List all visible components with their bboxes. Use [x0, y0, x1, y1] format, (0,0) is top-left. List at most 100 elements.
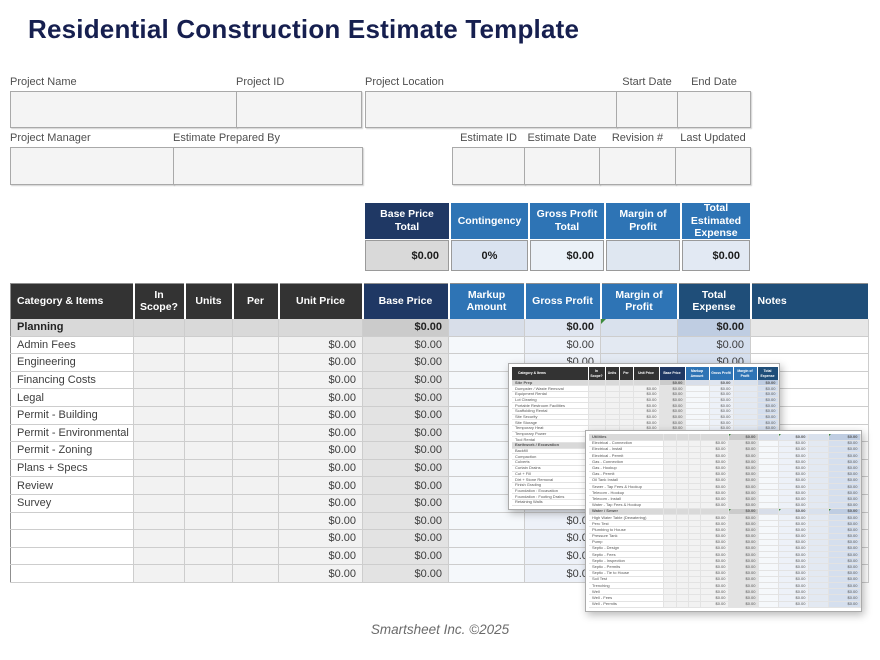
cell-name[interactable]: Financing Costs [10, 371, 134, 390]
cell-name[interactable]: Admin Fees [10, 336, 134, 355]
cell-per[interactable] [232, 529, 279, 548]
cell-name[interactable]: Review [10, 476, 134, 495]
cell-notes[interactable] [750, 406, 869, 425]
cell-notes[interactable] [750, 388, 869, 407]
cell-units[interactable] [184, 406, 233, 425]
project-manager-input[interactable] [10, 147, 174, 185]
start-date-input[interactable] [616, 91, 678, 128]
cell-markup[interactable] [448, 371, 525, 390]
cell-notes[interactable] [750, 371, 869, 390]
cell-gross[interactable]: $0.00 [524, 336, 601, 355]
cell-units[interactable] [184, 512, 233, 531]
cell-bprice[interactable]: $0.00 [362, 336, 449, 355]
cell-total[interactable]: $0.00 [677, 318, 751, 337]
cell-per[interactable] [232, 564, 279, 583]
cell-units[interactable] [184, 459, 233, 478]
cell-units[interactable] [184, 564, 233, 583]
cell-name[interactable]: Survey [10, 494, 134, 513]
cell-scope[interactable] [133, 424, 185, 443]
cell-units[interactable] [184, 494, 233, 513]
cell-name[interactable]: Permit - Environmental [10, 424, 134, 443]
cell-per[interactable] [232, 476, 279, 495]
cell-bprice[interactable]: $0.00 [362, 512, 449, 531]
cell-uprice[interactable]: $0.00 [278, 353, 363, 372]
cell-scope[interactable] [133, 476, 185, 495]
project-name-input[interactable] [10, 91, 237, 128]
cell-margin[interactable] [600, 336, 678, 355]
cell-bprice[interactable]: $0.00 [362, 564, 449, 583]
cell-markup[interactable] [448, 353, 525, 372]
revision-input[interactable] [599, 147, 676, 185]
cell-per[interactable] [232, 406, 279, 425]
cell-per[interactable] [232, 318, 279, 337]
cell-units[interactable] [184, 353, 233, 372]
cell-name[interactable]: Legal [10, 388, 134, 407]
cell-scope[interactable] [133, 459, 185, 478]
cell-name[interactable]: Planning [10, 318, 134, 337]
end-date-input[interactable] [677, 91, 751, 128]
cell-markup[interactable] [448, 564, 525, 583]
cell-scope[interactable] [133, 529, 185, 548]
cell-name[interactable] [10, 512, 134, 531]
cell-units[interactable] [184, 388, 233, 407]
cell-units[interactable] [184, 318, 233, 337]
cell-per[interactable] [232, 353, 279, 372]
cell-uprice[interactable]: $0.00 [278, 564, 363, 583]
cell-bprice[interactable]: $0.00 [362, 318, 449, 337]
cell-name[interactable] [10, 564, 134, 583]
cell-markup[interactable] [448, 336, 525, 355]
cell-uprice[interactable]: $0.00 [278, 371, 363, 390]
estimate-prepared-by-input[interactable] [173, 147, 363, 185]
cell-uprice[interactable]: $0.00 [278, 441, 363, 460]
cell-gross[interactable]: $0.00 [524, 547, 601, 566]
cell-units[interactable] [184, 371, 233, 390]
cell-name[interactable] [10, 529, 134, 548]
cell-units[interactable] [184, 336, 233, 355]
cell-uprice[interactable] [278, 318, 363, 337]
cell-units[interactable] [184, 547, 233, 566]
cell-per[interactable] [232, 441, 279, 460]
cell-scope[interactable] [133, 564, 185, 583]
cell-notes[interactable] [750, 318, 869, 337]
summary-value-contingency[interactable]: 0% [451, 240, 528, 271]
cell-units[interactable] [184, 424, 233, 443]
cell-markup[interactable] [448, 529, 525, 548]
cell-total[interactable]: $0.00 [677, 336, 751, 355]
cell-markup[interactable] [448, 547, 525, 566]
cell-scope[interactable] [133, 353, 185, 372]
cell-bprice[interactable]: $0.00 [362, 476, 449, 495]
cell-per[interactable] [232, 494, 279, 513]
cell-bprice[interactable]: $0.00 [362, 353, 449, 372]
cell-per[interactable] [232, 336, 279, 355]
cell-markup[interactable] [448, 441, 525, 460]
cell-gross[interactable]: $0.00 [524, 318, 601, 337]
cell-uprice[interactable]: $0.00 [278, 459, 363, 478]
cell-markup[interactable] [448, 406, 525, 425]
cell-uprice[interactable]: $0.00 [278, 424, 363, 443]
cell-per[interactable] [232, 459, 279, 478]
cell-name[interactable] [10, 547, 134, 566]
cell-margin[interactable] [600, 318, 678, 337]
cell-scope[interactable] [133, 388, 185, 407]
estimate-date-input[interactable] [524, 147, 600, 185]
cell-units[interactable] [184, 441, 233, 460]
cell-scope[interactable] [133, 547, 185, 566]
cell-markup[interactable] [448, 494, 525, 513]
cell-units[interactable] [184, 529, 233, 548]
cell-bprice[interactable]: $0.00 [362, 547, 449, 566]
cell-notes[interactable] [750, 336, 869, 355]
cell-name[interactable]: Permit - Building [10, 406, 134, 425]
cell-uprice[interactable]: $0.00 [278, 512, 363, 531]
cell-name[interactable]: Plans + Specs [10, 459, 134, 478]
cell-per[interactable] [232, 388, 279, 407]
cell-bprice[interactable]: $0.00 [362, 494, 449, 513]
cell-scope[interactable] [133, 494, 185, 513]
cell-bprice[interactable]: $0.00 [362, 529, 449, 548]
cell-uprice[interactable]: $0.00 [278, 388, 363, 407]
cell-markup[interactable] [448, 476, 525, 495]
cell-uprice[interactable]: $0.00 [278, 547, 363, 566]
cell-scope[interactable] [133, 512, 185, 531]
estimate-id-input[interactable] [452, 147, 525, 185]
cell-scope[interactable] [133, 336, 185, 355]
cell-scope[interactable] [133, 441, 185, 460]
